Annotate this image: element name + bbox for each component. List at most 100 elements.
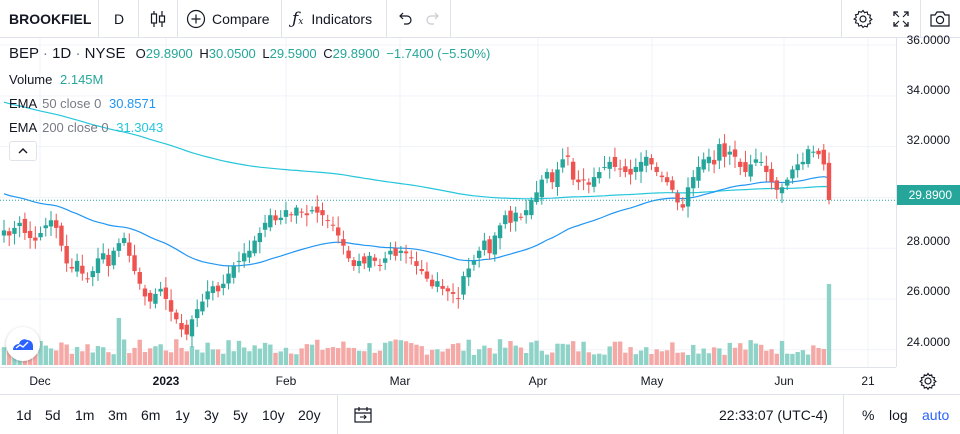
tradingview-logo[interactable] xyxy=(6,327,40,361)
undo-icon[interactable] xyxy=(396,0,414,38)
time-tick: 21 xyxy=(861,374,875,388)
ema200-params: 200 close 0 xyxy=(42,120,109,135)
legend-ema200: EMA 200 close 0 31.3043 xyxy=(9,120,163,135)
range-10y-button[interactable]: 10y xyxy=(262,406,285,423)
volume-bar xyxy=(576,351,581,365)
candle-body xyxy=(816,150,821,155)
bottom-toolbar: 1d 5d 1m 3m 6m 1y 3y 5y 10y 20y 22:33:07… xyxy=(0,394,960,434)
volume-bar xyxy=(288,353,294,365)
volume-bar xyxy=(388,341,393,365)
range-5y-button[interactable]: 5y xyxy=(233,406,248,423)
volume-bar xyxy=(482,345,487,365)
price-axis[interactable]: 36.0000 34.0000 32.0000 28.0000 26.0000 … xyxy=(896,33,960,367)
compare-button[interactable]: Compare xyxy=(186,0,270,38)
volume-bar xyxy=(508,341,513,365)
settings-gear-icon[interactable] xyxy=(852,0,874,38)
volume-bar xyxy=(283,347,289,365)
candle-body xyxy=(205,291,210,300)
volume-bar xyxy=(445,348,451,365)
candle-body xyxy=(116,243,122,251)
volume-bar xyxy=(106,352,111,365)
candle-body xyxy=(210,286,216,294)
candle-body xyxy=(184,324,189,335)
indicators-button[interactable]: ƒx Indicators xyxy=(292,0,372,38)
candle-body xyxy=(717,144,722,161)
toolbar-divider xyxy=(450,0,451,38)
range-1y-button[interactable]: 1y xyxy=(175,406,190,423)
range-5d-button[interactable]: 5d xyxy=(45,406,61,423)
candle-body xyxy=(738,161,743,167)
legend-collapse-button[interactable] xyxy=(9,141,37,161)
volume-bar xyxy=(774,353,779,365)
volume-bar xyxy=(628,347,633,365)
chart-pane[interactable] xyxy=(0,38,960,367)
volume-bar xyxy=(43,345,48,365)
price-chart[interactable] xyxy=(0,38,896,367)
toolbar-divider xyxy=(843,395,844,434)
percent-scale-toggle[interactable]: % xyxy=(862,406,875,423)
candle-body xyxy=(168,300,174,312)
volume-bar xyxy=(644,347,649,365)
volume-bar xyxy=(148,348,153,365)
volume-bar xyxy=(414,344,419,365)
toolbar-divider xyxy=(337,395,338,434)
volume-bar xyxy=(278,351,283,365)
candle-body xyxy=(429,279,435,287)
time-axis[interactable]: Dec 2023 Feb Mar Apr May Jun 21 xyxy=(0,367,896,394)
date-range-calendar-icon[interactable] xyxy=(353,395,373,434)
candle-body xyxy=(59,225,64,246)
range-1d-button[interactable]: 1d xyxy=(16,406,32,423)
candle-body xyxy=(727,151,732,155)
fullscreen-icon[interactable] xyxy=(891,0,911,38)
volume-bar xyxy=(85,344,90,365)
volume-bar xyxy=(696,353,701,365)
range-3m-button[interactable]: 3m xyxy=(108,406,128,423)
interval-button[interactable]: D xyxy=(114,11,125,27)
candle-body xyxy=(790,169,795,179)
legend-ticker: BEP xyxy=(9,45,39,62)
volume-bar xyxy=(403,341,409,365)
candle-body xyxy=(492,235,498,255)
log-scale-toggle[interactable]: log xyxy=(889,406,908,423)
volume-bar xyxy=(221,353,226,365)
candles-style-icon[interactable] xyxy=(148,0,168,38)
indicators-label: Indicators xyxy=(311,11,373,27)
volume-bar xyxy=(811,345,816,365)
volume-bar xyxy=(487,347,492,365)
candle-body xyxy=(503,215,508,225)
candle-body xyxy=(189,319,195,337)
candle-body xyxy=(805,149,811,164)
candle-body xyxy=(597,172,602,179)
top-toolbar: BROOKFIEL D Compare ƒx Indicators xyxy=(0,0,960,38)
volume-bar xyxy=(597,353,602,365)
candle-body xyxy=(435,281,440,287)
range-1m-button[interactable]: 1m xyxy=(75,406,95,423)
candle-body xyxy=(268,215,273,228)
volume-bar xyxy=(440,351,445,365)
volume-bar xyxy=(570,341,576,365)
camera-screenshot-icon[interactable] xyxy=(929,0,951,38)
range-20y-button[interactable]: 20y xyxy=(298,406,321,423)
legend-close-value: 29.8900 xyxy=(332,46,380,61)
volume-bar xyxy=(393,339,398,365)
candle-body xyxy=(680,204,685,208)
legend-low-value: 29.5900 xyxy=(269,46,317,61)
volume-bar xyxy=(64,344,69,365)
axis-settings-gear-icon[interactable] xyxy=(917,370,939,397)
time-tick: Jun xyxy=(774,374,794,388)
redo-icon[interactable] xyxy=(424,0,442,38)
candle-body xyxy=(121,238,127,244)
volume-bar xyxy=(711,347,717,365)
auto-scale-toggle[interactable]: auto xyxy=(922,406,950,423)
clock-timezone[interactable]: 22:33:07 (UTC-4) xyxy=(719,406,828,423)
candle-body xyxy=(299,211,304,213)
range-3y-button[interactable]: 3y xyxy=(204,406,219,423)
candle-body xyxy=(711,159,717,165)
candle-body xyxy=(48,220,54,227)
range-6m-button[interactable]: 6m xyxy=(141,406,161,423)
volume-value: 2.145M xyxy=(60,72,104,87)
fx-icon: ƒx xyxy=(292,9,304,29)
volume-bar xyxy=(706,353,712,365)
symbol-search-button[interactable]: BROOKFIEL xyxy=(9,11,92,27)
candle-body xyxy=(539,179,545,198)
